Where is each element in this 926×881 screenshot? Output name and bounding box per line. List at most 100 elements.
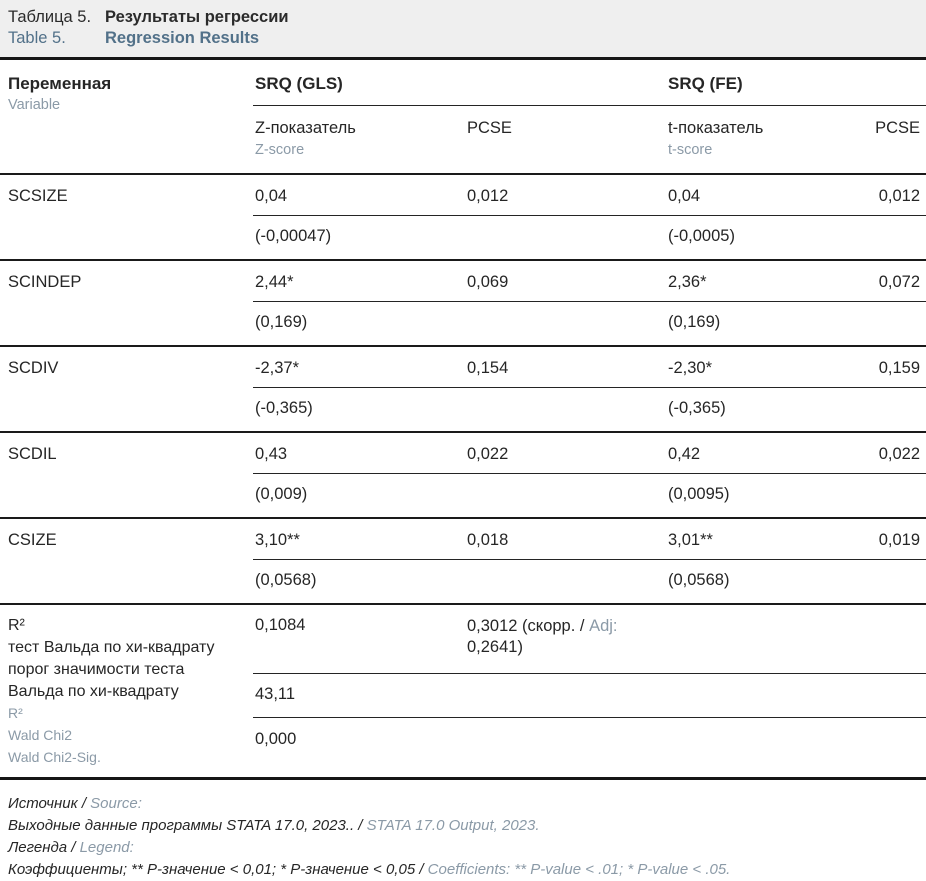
table-row: SCDIV -2,37* 0,154 -2,30* 0,159	[0, 346, 926, 433]
header-variable-cell: Переменная Variable	[0, 58, 253, 175]
fe-stderr-cell: (0,0568)	[666, 559, 856, 605]
caption-title-ru: Результаты регрессии	[105, 8, 289, 26]
variable-cell: SCSIZE	[0, 174, 253, 261]
note-source-body-ru: Выходные данные программы STATA 17.0, 20…	[8, 817, 367, 834]
gls-stderr-cell: (-0,00047)	[253, 215, 465, 261]
fe-pcse-cell: 0,072	[856, 260, 926, 302]
regression-table: Переменная Variable SRQ (GLS) SRQ (FE) Z…	[0, 57, 926, 780]
table-row-stderr: (-0,00047) (-0,0005)	[0, 215, 926, 261]
gls-stderr-cell: (0,009)	[253, 473, 465, 519]
fe-pcse-cell: 0,022	[856, 432, 926, 474]
caption-row-ru: Таблица 5. Результаты регрессии	[8, 7, 926, 28]
fe-pcse-cell: 0,012	[856, 174, 926, 216]
fe-stderr-cell: (-0,0005)	[666, 215, 856, 261]
note-legend-heading: Легенда / Legend:	[8, 837, 918, 859]
header-pcse-fe: PCSE	[856, 105, 926, 175]
fe-stderr-cell: (0,169)	[666, 301, 856, 347]
header-group-row: Переменная Variable SRQ (GLS) SRQ (FE)	[0, 58, 926, 175]
header-group-gls: SRQ (GLS)	[253, 58, 666, 106]
wald-chi2-value: 43,11	[253, 673, 926, 719]
fe-stderr-cell: (0,0095)	[666, 473, 856, 519]
caption-title-en: Regression Results	[105, 29, 260, 47]
stats-label-waldsig-en: Wald Chi2-Sig.	[8, 749, 101, 765]
stats-label-cell: R² тест Вальда по хи-квадрату порог знач…	[0, 604, 253, 780]
header-tscore-en: t-score	[668, 142, 713, 158]
gls-score-cell: 2,44*	[253, 260, 465, 302]
header-group-fe: SRQ (FE)	[666, 58, 926, 106]
note-legend-en: Legend:	[79, 839, 134, 856]
note-legend-body: Коэффициенты; ** Р-значение < 0,01; * Р-…	[8, 859, 918, 881]
note-source-body: Выходные данные программы STATA 17.0, 20…	[8, 815, 918, 837]
table-notes: Источник / Source: Выходные данные прогр…	[0, 780, 926, 881]
r2-fe-text: 0,3012 (скорр. / Adj: 0,2641)	[467, 617, 618, 656]
gls-score-cell: 3,10**	[253, 518, 465, 560]
gls-score-cell: -2,37*	[253, 346, 465, 388]
variable-cell: CSIZE	[0, 518, 253, 605]
table-caption: Таблица 5. Результаты регрессии Table 5.…	[0, 0, 926, 57]
adj-label: Adj:	[589, 617, 618, 635]
stats-label-wald-en: Wald Chi2	[8, 727, 73, 743]
fe-score-cell: 0,04	[666, 174, 856, 216]
gls-pcse-cell: 0,069	[465, 260, 666, 302]
table-row-stderr: (0,169) (0,169)	[0, 301, 926, 347]
fe-pcse-cell: 0,159	[856, 346, 926, 388]
gls-stderr-cell: (-0,365)	[253, 387, 465, 433]
note-source-body-en: STATA 17.0 Output, 2023.	[366, 817, 540, 834]
note-legend-body-en: Coefficients: ** P-value < .01; * P-valu…	[427, 861, 731, 878]
variable-cell: SCDIV	[0, 346, 253, 433]
header-tscore-cell: t-показатель t-score	[666, 105, 856, 175]
note-source-en: Source:	[90, 795, 142, 812]
wald-chi2-sig-value: 0,000	[253, 717, 926, 780]
stats-row-waldsig: 0,000	[0, 717, 926, 780]
header-zscore-ru: Z-показатель	[255, 119, 356, 137]
header-zscore-en: Z-score	[255, 142, 305, 158]
stats-row-wald: 43,11	[0, 673, 926, 719]
gls-score-cell: 0,04	[253, 174, 465, 216]
table-sheet: Переменная Variable SRQ (GLS) SRQ (FE) Z…	[0, 57, 926, 881]
table-row: SCINDEP 2,44* 0,069 2,36* 0,072	[0, 260, 926, 347]
variable-cell: SCINDEP	[0, 260, 253, 347]
note-source-ru: Источник /	[8, 795, 91, 812]
caption-label-en: Table 5.	[8, 29, 66, 47]
caption-row-en: Table 5. Regression Results	[8, 28, 926, 49]
stats-label-waldsig-ru-1: порог значимости теста	[8, 661, 185, 678]
fe-score-cell: 0,42	[666, 432, 856, 474]
fe-score-cell: -2,30*	[666, 346, 856, 388]
stats-label-r2-ru: R²	[8, 617, 25, 634]
header-zscore-cell: Z-показатель Z-score	[253, 105, 465, 175]
header-variable-en: Variable	[8, 97, 61, 113]
gls-stderr-cell: (0,0568)	[253, 559, 465, 605]
table-row-stderr: (-0,365) (-0,365)	[0, 387, 926, 433]
fe-pcse-cell: 0,019	[856, 518, 926, 560]
gls-score-cell: 0,43	[253, 432, 465, 474]
header-pcse-gls: PCSE	[465, 105, 666, 175]
gls-pcse-cell: 0,154	[465, 346, 666, 388]
table-row: SCSIZE 0,04 0,012 0,04 0,012	[0, 174, 926, 261]
fe-score-cell: 3,01**	[666, 518, 856, 560]
variable-cell: SCDIL	[0, 432, 253, 519]
note-legend-body-ru: Коэффициенты; ** Р-значение < 0,01; * Р-…	[8, 861, 428, 878]
r2-fe-value: 0,3012 (скорр. / Adj: 0,2641)	[465, 604, 926, 674]
header-variable-ru: Переменная	[8, 74, 112, 93]
gls-pcse-cell: 0,022	[465, 432, 666, 474]
stats-label-r2-en: R²	[8, 705, 23, 721]
table-row-stderr: (0,0568) (0,0568)	[0, 559, 926, 605]
header-tscore-ru: t-показатель	[668, 119, 764, 137]
fe-stderr-cell: (-0,365)	[666, 387, 856, 433]
caption-label-ru: Таблица 5.	[8, 8, 92, 26]
table-row: SCDIL 0,43 0,022 0,42 0,022	[0, 432, 926, 519]
gls-pcse-cell: 0,018	[465, 518, 666, 560]
stats-row-r2: R² тест Вальда по хи-квадрату порог знач…	[0, 604, 926, 780]
fe-score-cell: 2,36*	[666, 260, 856, 302]
stats-label-wald-ru: тест Вальда по хи-квадрату	[8, 639, 215, 656]
gls-stderr-cell: (0,169)	[253, 301, 465, 347]
note-legend-ru: Легенда /	[8, 839, 80, 856]
gls-pcse-cell: 0,012	[465, 174, 666, 216]
note-source-heading: Источник / Source:	[8, 793, 918, 815]
header-sub-row: Z-показатель Z-score PCSE t-показатель t…	[0, 105, 926, 175]
stats-label-waldsig-ru-2: Вальда по хи-квадрату	[8, 683, 179, 700]
table-row: CSIZE 3,10** 0,018 3,01** 0,019	[0, 518, 926, 605]
table-row-stderr: (0,009) (0,0095)	[0, 473, 926, 519]
r2-gls-value: 0,1084	[253, 604, 465, 674]
